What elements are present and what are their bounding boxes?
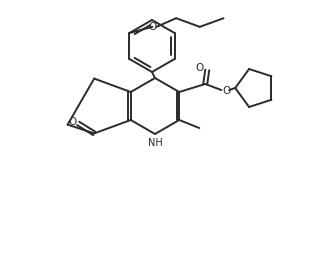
Text: NH: NH — [148, 138, 162, 148]
Text: O: O — [195, 63, 203, 73]
Text: O: O — [222, 86, 230, 96]
Text: O: O — [68, 117, 76, 128]
Text: O: O — [148, 22, 157, 32]
